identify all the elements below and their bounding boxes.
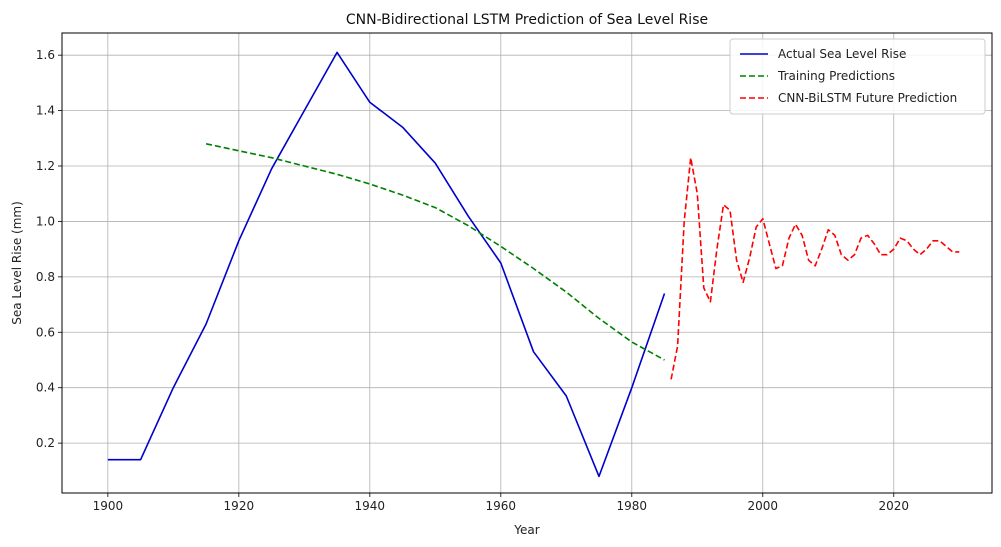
- legend: Actual Sea Level Rise Training Prediction…: [729, 38, 986, 115]
- legend-box: [729, 38, 986, 115]
- y-axis: 0.2 0.4 0.6 0.8 1.0 1.2 1.4 1.6: [36, 48, 62, 450]
- y-tick-label: 0.2: [36, 436, 55, 450]
- legend-label: Actual Sea Level Rise: [778, 47, 906, 61]
- y-axis-label: Sea Level Rise (mm): [10, 201, 24, 325]
- y-tick-label: 0.8: [36, 270, 55, 284]
- y-tick-label: 0.6: [36, 325, 55, 339]
- plot-frame: [61, 32, 993, 494]
- legend-label: Training Predictions: [777, 69, 895, 83]
- series-line-1: [205, 143, 665, 361]
- series-line-0: [107, 51, 666, 478]
- x-axis-label: Year: [513, 523, 539, 537]
- series-group: [107, 51, 960, 478]
- y-tick-label: 0.4: [36, 381, 55, 395]
- x-tick-label: 1920: [224, 499, 255, 513]
- x-tick-label: 1980: [617, 499, 648, 513]
- x-tick-label: 2020: [878, 499, 909, 513]
- x-axis: 1900 1920 1940 1960 1980 2000 2020: [93, 493, 909, 513]
- x-tick-label: 2000: [748, 499, 779, 513]
- series-line-2: [670, 156, 960, 380]
- x-tick-label: 1960: [486, 499, 517, 513]
- chart-title: CNN-Bidirectional LSTM Prediction of Sea…: [346, 12, 708, 28]
- x-tick-label: 1900: [93, 499, 124, 513]
- x-tick-label: 1940: [355, 499, 386, 513]
- y-tick-label: 1.6: [36, 48, 55, 62]
- y-tick-label: 1.2: [36, 159, 55, 173]
- legend-label: CNN-BiLSTM Future Prediction: [778, 91, 957, 105]
- y-tick-label: 1.0: [36, 214, 55, 228]
- y-tick-label: 1.4: [36, 104, 55, 118]
